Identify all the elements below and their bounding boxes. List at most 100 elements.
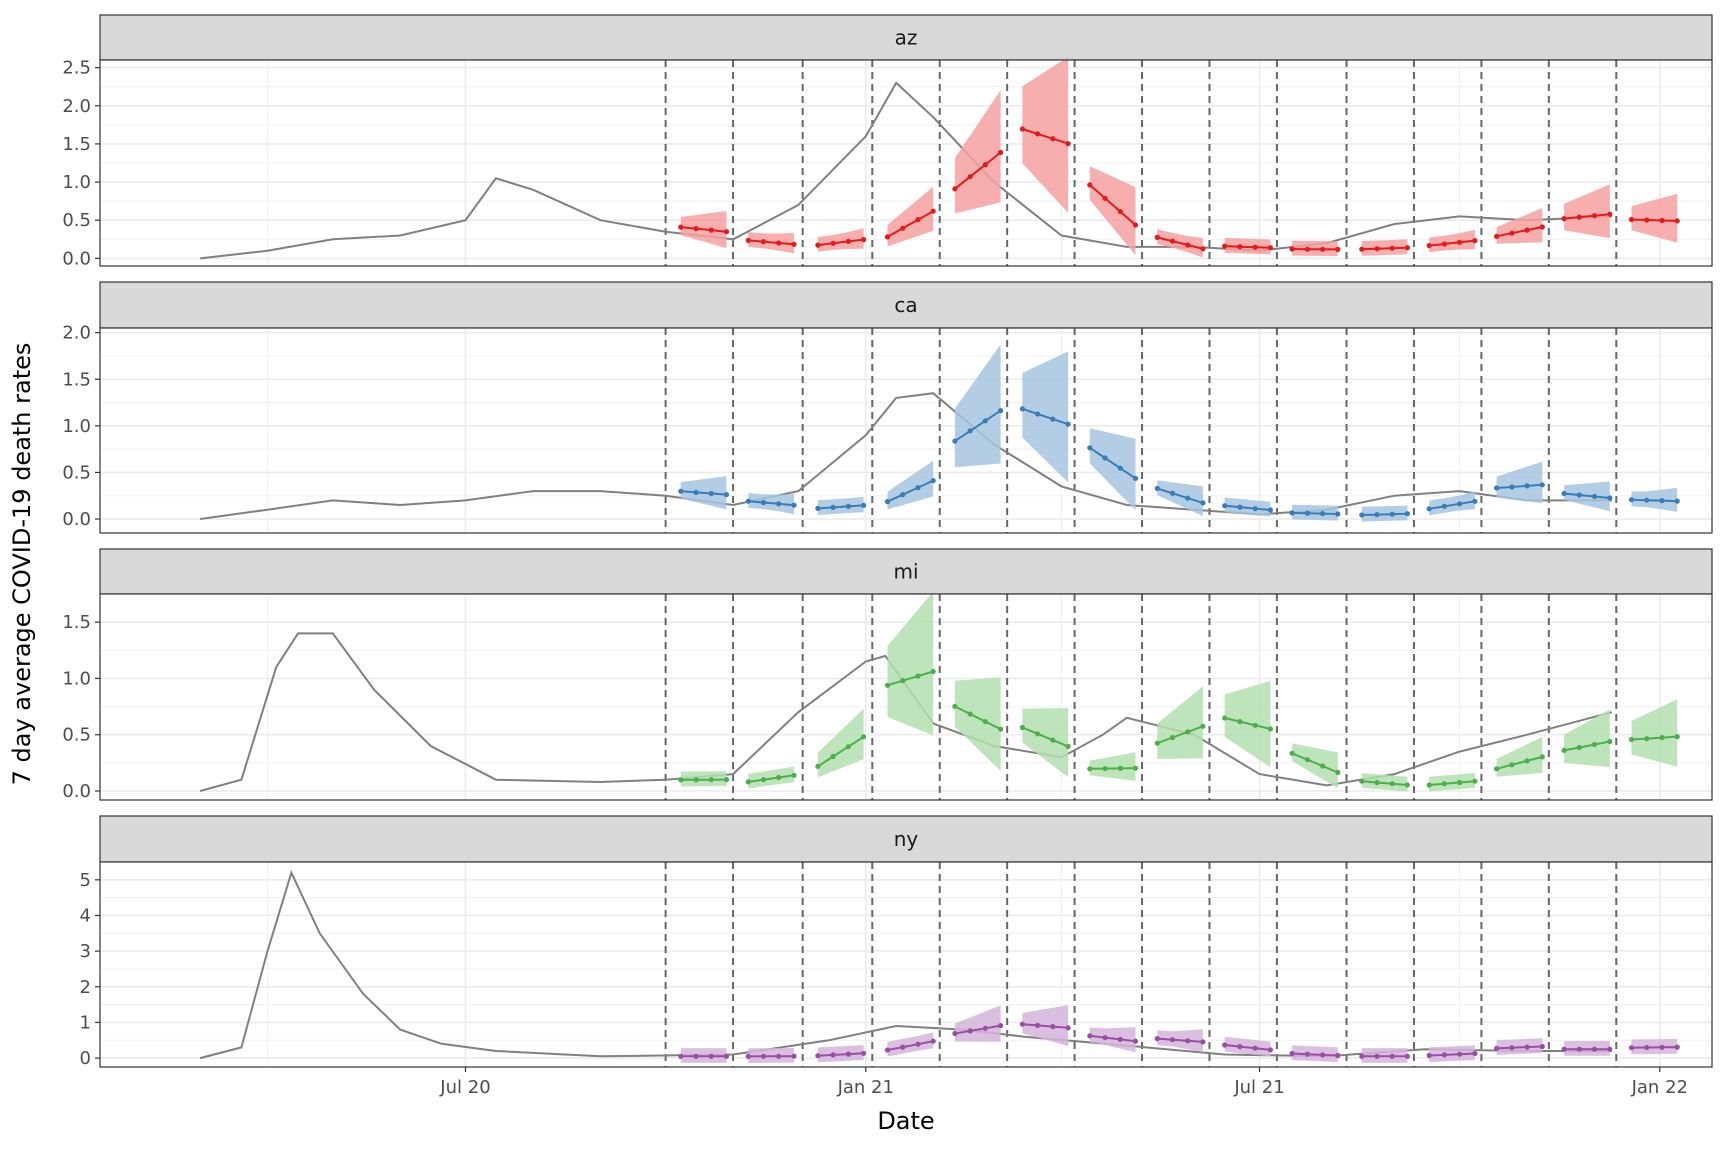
forecast-line [1156,725,1204,745]
forecast-point [776,774,782,781]
forecast-line [887,479,934,503]
forecast-point [1050,737,1056,743]
forecast-point [776,501,782,507]
forecast-line [954,409,1002,442]
forecast-line [1156,487,1204,504]
y-tick-label: 4 [80,905,91,926]
forecast-point [1591,493,1598,500]
forecast-point [845,744,852,750]
forecast-point [1441,241,1447,247]
forecast-point [1659,217,1665,224]
forecast-point [1252,506,1258,512]
forecast-line [680,226,727,233]
y-tick-label: 0.5 [62,462,91,483]
forecast-point [1561,216,1567,222]
forecast-line [1429,239,1476,247]
forecast-point [1374,511,1380,518]
y-tick-label: 0.0 [62,509,91,530]
forecast-point [1117,1036,1123,1042]
forecast-point [861,1050,867,1056]
forecast-point [1019,724,1025,731]
y-tick-label: 2 [80,977,91,998]
forecast-line [1089,1034,1136,1043]
forecast-line [1496,483,1543,489]
forecast-point [1087,766,1093,772]
forecast-point [952,186,958,192]
forecast-point [1524,483,1530,489]
forecast-line [748,774,795,783]
forecast-point [1154,1036,1160,1042]
forecast-point [1457,1051,1463,1057]
observed-line-mi [199,632,1613,792]
forecast-point [1019,1021,1025,1027]
forecast-point [1509,1045,1515,1051]
forecast-point [693,777,699,783]
forecast-point [1607,495,1613,501]
forecast-point [845,238,852,244]
forecast-point [1304,246,1310,252]
forecast-point [1102,766,1108,772]
forecast-point [776,240,782,246]
forecast-point [1304,757,1310,763]
forecast-line [954,151,1002,190]
forecast-point [1457,779,1463,786]
forecast-point [1524,227,1530,233]
observed-line-ca [199,392,1612,520]
forecast-band [1496,461,1543,504]
forecast-point [1426,1052,1432,1059]
forecast-band [1631,699,1678,767]
forecast-point [1087,182,1093,188]
forecast-point [1304,510,1310,516]
forecast-point [1607,1046,1613,1052]
forecast-point [1441,1052,1447,1058]
forecast-point [1185,242,1191,248]
forecast-point [1576,214,1582,220]
forecast-point [915,217,921,223]
y-axis-title: 7 day average COVID-19 death rates [8,343,36,786]
forecast-point [678,777,684,783]
forecast-point [1359,778,1365,784]
strip-label-az: az [895,26,918,50]
forecast-line [1292,511,1338,515]
forecast-point [1644,497,1650,503]
forecast-band [817,228,864,252]
forecast-point [1237,719,1243,725]
forecast-point [1169,490,1176,496]
forecast-point [678,224,684,230]
forecast-point [1200,1039,1206,1045]
forecast-point [745,498,751,504]
forecast-point [1524,1044,1530,1050]
forecast-point [815,1053,821,1059]
forecast-point [1087,1033,1093,1039]
forecast-point [900,225,906,231]
forecast-band [1022,56,1069,213]
forecast-line [887,670,934,687]
forecast-point [1320,763,1326,769]
forecast-point [1335,246,1341,252]
forecast-point [930,1038,936,1044]
panel-border-ca [99,327,1713,534]
forecast-point [1359,512,1365,518]
x-axis-title: Date [877,1107,934,1135]
forecast-line [1429,1052,1475,1057]
forecast-point [1320,1052,1326,1058]
forecast-band [954,90,1001,214]
forecast-line [1292,1052,1338,1057]
forecast-point [1524,758,1530,764]
forecast-band [1157,686,1203,759]
strip-mi [99,548,1713,595]
forecast-line [1496,1045,1543,1050]
forecast-point [1050,1024,1056,1030]
forecast-point [815,505,821,511]
forecast-point [791,1053,797,1059]
forecast-point [1289,750,1295,756]
panel-ca: ca 0.0 0.5 1.0 1.5 2.0 [62,281,1713,534]
forecast-line [817,1052,864,1057]
strip-label-ca: ca [894,293,917,317]
forecast-band [1429,491,1475,516]
forecast-line [1429,500,1476,510]
forecast-line [1291,752,1339,774]
forecast-point [1628,497,1635,503]
forecast-point [1674,218,1680,224]
